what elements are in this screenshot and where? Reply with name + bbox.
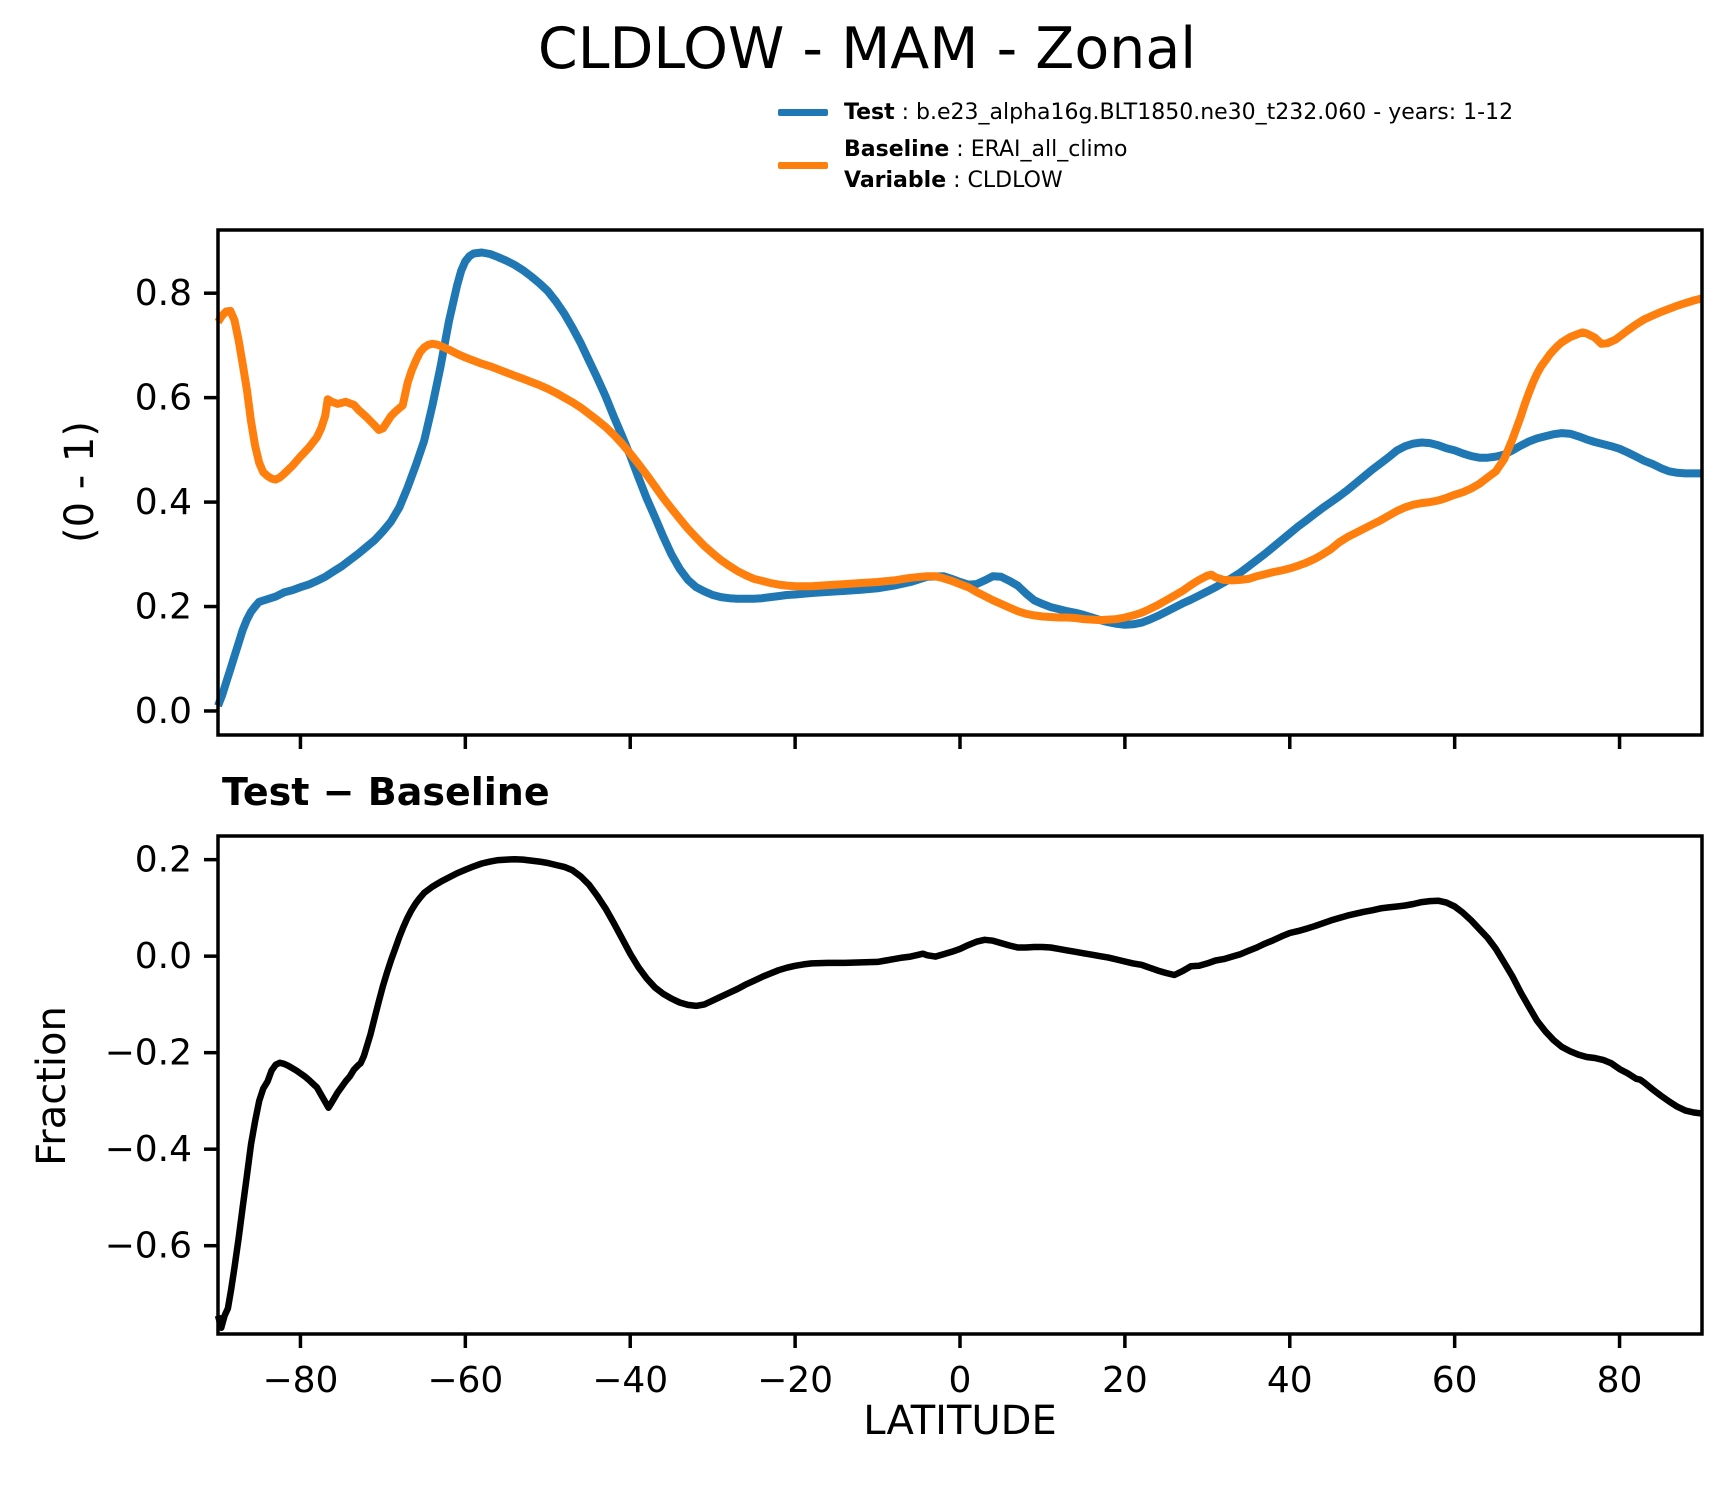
top-panel-ytick-label: 0.0 [135, 691, 192, 732]
bottom-panel-ytick-label: −0.6 [105, 1226, 192, 1267]
bottom-panel-xtick-label: 40 [1267, 1360, 1313, 1401]
legend-variable-label: Variable [844, 168, 947, 193]
bottom-panel-xtick-label: 0 [949, 1360, 972, 1401]
bottom-panel-xtick-label: −60 [427, 1360, 503, 1401]
bottom-panel-xtick-label: −20 [757, 1360, 833, 1401]
bottom-panel-xtick-label: 20 [1102, 1360, 1148, 1401]
legend-item-baseline: Baseline : ERAI_all_climo Variable : CLD… [778, 137, 1513, 193]
bottom-panel-xtick-label: 80 [1597, 1360, 1643, 1401]
legend-variable-value: CLDLOW [967, 168, 1063, 193]
latitude-axis-label: LATITUDE [863, 1398, 1057, 1444]
legend-test-label: Test [844, 100, 895, 125]
baseline-line-swatch [778, 161, 828, 169]
top-panel-ytick-label: 0.2 [135, 587, 192, 628]
bottom-panel-series-line-0 [214, 855, 1703, 1331]
legend-variable-text: Variable : CLDLOW [844, 168, 1127, 193]
difference-panel-title: Test − Baseline [222, 770, 550, 814]
legend-baseline-text: Baseline : ERAI_all_climo [844, 137, 1127, 162]
legend-baseline-text-block: Baseline : ERAI_all_climo Variable : CLD… [844, 137, 1127, 193]
legend-colon: : [946, 168, 968, 193]
bottom-panel-xtick-label: −80 [262, 1360, 338, 1401]
bottom-panel-ytick-label: −0.4 [105, 1129, 192, 1170]
legend-test-text: Test : b.e23_alpha16g.BLT1850.ne30_t232.… [844, 100, 1513, 125]
legend-baseline-value: ERAI_all_climo [970, 137, 1128, 162]
bottom-panel-ytick-label: 0.2 [135, 840, 192, 881]
bottom-panel-frame [216, 834, 1704, 1336]
top-panel-ytick-label: 0.4 [135, 482, 192, 523]
bottom-panel-xtick-label: 60 [1432, 1360, 1478, 1401]
top-panel-series-line-1 [214, 294, 1703, 625]
top-panel-ylabel: (0 - 1) [57, 421, 103, 543]
legend-test-value: b.e23_alpha16g.BLT1850.ne30_t232.060 - y… [916, 100, 1514, 125]
page-title: CLDLOW - MAM - Zonal [537, 16, 1197, 82]
legend-baseline-label: Baseline [844, 137, 950, 162]
top-panel-ytick-label: 0.6 [135, 378, 192, 419]
bottom-panel-xtick-label: −40 [592, 1360, 668, 1401]
bottom-panel-ytick-label: −0.2 [105, 1033, 192, 1074]
legend-colon: : [894, 100, 917, 125]
bottom-panel-ytick-label: 0.0 [135, 936, 192, 977]
legend-colon: : [949, 137, 971, 162]
test-line-swatch [778, 109, 828, 116]
legend-item-test: Test : b.e23_alpha16g.BLT1850.ne30_t232.… [778, 100, 1513, 125]
top-panel-ytick-label: 0.8 [135, 273, 192, 314]
bottom-panel-ylabel: Fraction [29, 1006, 75, 1166]
legend: Test : b.e23_alpha16g.BLT1850.ne30_t232.… [778, 100, 1513, 193]
